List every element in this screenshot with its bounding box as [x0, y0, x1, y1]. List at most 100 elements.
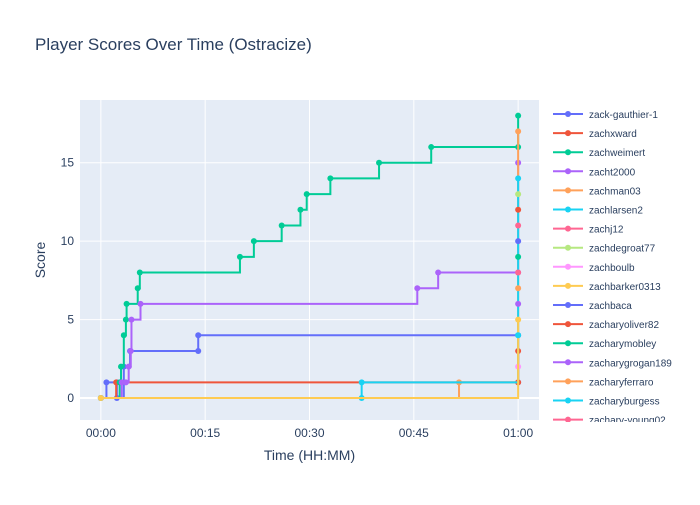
- data-point[interactable]: [122, 316, 129, 323]
- data-point[interactable]: [515, 175, 522, 182]
- data-point[interactable]: [515, 269, 522, 276]
- data-point[interactable]: [136, 269, 143, 276]
- legend-label: zacharyoliver82: [589, 320, 659, 331]
- legend-item[interactable]: zachary-young02: [553, 416, 666, 427]
- legend-item[interactable]: zachlarsen2: [553, 206, 643, 217]
- data-point[interactable]: [515, 206, 522, 213]
- series-zachdegroat77: [515, 191, 522, 198]
- data-point[interactable]: [297, 206, 304, 213]
- series-layer: [97, 112, 522, 402]
- data-point[interactable]: [134, 285, 141, 292]
- legend-item[interactable]: zachdegroat77: [553, 244, 656, 255]
- series-zachj12: [515, 222, 522, 229]
- legend-item[interactable]: zacharyburgess: [553, 397, 660, 408]
- series-zachary-young02: [515, 269, 522, 276]
- data-point[interactable]: [435, 269, 442, 276]
- legend-label: zachbaca: [589, 301, 632, 312]
- series-zachbaca: [515, 238, 522, 245]
- legend-label: zachj12: [589, 225, 624, 236]
- data-point[interactable]: [97, 395, 104, 402]
- legend-label: zachlarsen2: [589, 206, 643, 217]
- x-tick-label: 00:30: [294, 426, 324, 440]
- legend-item[interactable]: zachbaca: [553, 301, 632, 312]
- x-tick-label: 00:45: [399, 426, 429, 440]
- data-point[interactable]: [327, 175, 334, 182]
- legend-label: zacharygrogan189: [589, 358, 672, 369]
- legend-item[interactable]: zachweimert: [553, 148, 645, 159]
- legend-item[interactable]: zacharyferraro: [553, 377, 654, 388]
- data-point[interactable]: [195, 347, 202, 354]
- x-tick-label: 01:00: [503, 426, 533, 440]
- series-zacharyburgess: [515, 332, 522, 339]
- legend-label: zachman03: [589, 186, 641, 197]
- legend-marker: [565, 282, 571, 289]
- data-point[interactable]: [122, 379, 129, 386]
- plot-area: [97, 112, 522, 402]
- data-point[interactable]: [103, 379, 110, 386]
- data-point[interactable]: [125, 363, 132, 370]
- data-point[interactable]: [195, 332, 202, 339]
- chart-title: Player Scores Over Time (Ostracize): [35, 35, 312, 54]
- y-tick-label: 10: [61, 234, 75, 248]
- data-point[interactable]: [515, 238, 522, 245]
- legend-item[interactable]: zachman03: [553, 186, 641, 197]
- legend-item[interactable]: zachxward: [553, 129, 637, 140]
- legend-item[interactable]: zachboulb: [553, 263, 635, 274]
- data-point[interactable]: [358, 379, 365, 386]
- legend-marker: [565, 168, 571, 175]
- legend-label: zacharyferraro: [589, 377, 654, 388]
- legend-background: [548, 100, 700, 422]
- legend-marker: [565, 187, 571, 194]
- legend-marker: [565, 416, 571, 422]
- data-point[interactable]: [515, 191, 522, 198]
- data-point[interactable]: [515, 128, 522, 135]
- legend-item[interactable]: zack-gauthier-1: [553, 110, 658, 121]
- data-point[interactable]: [278, 222, 285, 229]
- data-point[interactable]: [303, 191, 310, 198]
- data-point[interactable]: [515, 300, 522, 307]
- series-zacharymobley: [515, 253, 522, 260]
- data-point[interactable]: [515, 112, 522, 119]
- data-point[interactable]: [376, 159, 383, 166]
- data-point[interactable]: [137, 300, 144, 307]
- y-axis-label: Score: [32, 242, 48, 279]
- legend-label: zachdegroat77: [589, 244, 656, 255]
- data-point[interactable]: [250, 238, 257, 245]
- data-point[interactable]: [515, 332, 522, 339]
- legend-item[interactable]: zachj12: [553, 225, 624, 236]
- legend-marker: [565, 340, 571, 347]
- data-point[interactable]: [515, 316, 522, 323]
- data-point[interactable]: [120, 332, 127, 339]
- data-point[interactable]: [123, 300, 130, 307]
- data-point[interactable]: [515, 285, 522, 292]
- legend-item[interactable]: zacht2000: [553, 167, 636, 178]
- legend: zack-gauthier-1 zachxward zachweimert zacht…: [548, 100, 700, 427]
- series-line: [100, 319, 520, 400]
- legend-item[interactable]: zacharyoliver82: [553, 320, 659, 331]
- legend-marker: [565, 263, 571, 270]
- series-zacharyoliver82: [515, 206, 522, 213]
- legend-marker: [565, 130, 571, 137]
- data-point[interactable]: [428, 144, 435, 151]
- legend-label: zachweimert: [589, 148, 645, 159]
- y-tick-label: 0: [67, 391, 74, 405]
- data-point[interactable]: [128, 316, 135, 323]
- legend-item[interactable]: zacharymobley: [553, 339, 656, 350]
- y-tick-label: 5: [67, 313, 74, 327]
- data-point[interactable]: [236, 253, 243, 260]
- data-point[interactable]: [515, 222, 522, 229]
- data-point[interactable]: [118, 379, 125, 386]
- data-point[interactable]: [118, 363, 125, 370]
- legend-marker: [565, 225, 571, 232]
- legend-marker: [565, 378, 571, 385]
- legend-item[interactable]: zacharygrogan189: [553, 358, 672, 369]
- legend-label: zachboulb: [589, 263, 635, 274]
- legend-items: zack-gauthier-1 zachxward zachweimert zacht…: [553, 110, 672, 427]
- data-point[interactable]: [127, 347, 134, 354]
- legend-label: zachbarker0313: [589, 282, 661, 293]
- legend-marker: [565, 206, 571, 213]
- data-point[interactable]: [414, 285, 421, 292]
- legend-item[interactable]: zachbarker0313: [553, 282, 661, 293]
- data-point[interactable]: [515, 253, 522, 260]
